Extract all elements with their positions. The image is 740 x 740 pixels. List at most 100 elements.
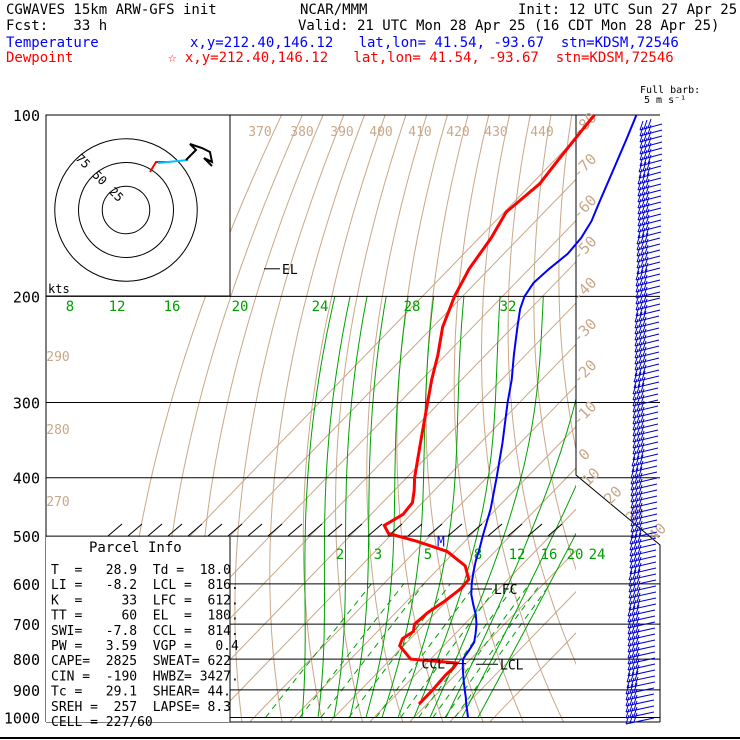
wind-barb-flag	[642, 316, 647, 327]
wind-barb-flag	[630, 510, 635, 521]
wind-barb-staff	[627, 627, 656, 635]
wind-barb-flag	[640, 400, 645, 411]
wind-barb-staff	[639, 141, 663, 149]
wind-barb-flag	[635, 288, 640, 299]
wind-barb-flag	[634, 491, 639, 502]
wind-barb-flag	[639, 454, 644, 465]
wind-barb-flag	[642, 364, 647, 375]
parcel-info-title: Parcel Info	[89, 540, 182, 556]
wind-barb-staff	[630, 495, 658, 503]
isotherm-label: -70	[568, 150, 600, 182]
wind-barb-flag	[633, 533, 638, 544]
wind-barb-flag	[647, 124, 652, 135]
wind-barb-flag	[643, 298, 648, 309]
wind-barb-flag	[635, 282, 640, 293]
hodograph-ring	[78, 162, 174, 258]
wind-barb-flag	[631, 623, 636, 634]
wind-barb-flag	[632, 396, 637, 407]
wind-barb-flag	[643, 268, 648, 279]
wind-barb-flag	[631, 665, 636, 676]
wind-barb-staff	[629, 549, 657, 557]
parcel-info-row: SREH = 257 LAPSE= 8.3	[51, 700, 231, 715]
pressure-tick-label: 100	[13, 107, 40, 125]
wind-barb-staff	[632, 453, 659, 461]
wind-barb-staff	[627, 621, 656, 629]
parcel-info-row: SWI= -7.8 CCL = 814.	[51, 624, 239, 639]
wind-barb-flag	[630, 522, 635, 533]
wind-barb-flag	[634, 324, 639, 335]
wind-barb-flag	[635, 658, 640, 669]
mixing-ratio-label: 24	[589, 547, 606, 563]
mixing-ratio-lines	[265, 583, 551, 718]
mixing-ratio-label: 5	[424, 547, 432, 563]
wind-barb-flag	[641, 227, 646, 238]
wind-barb-flag	[643, 286, 648, 297]
wind-barb-flag	[643, 292, 648, 303]
moist-adiabat-label: 20	[232, 299, 249, 315]
isotherm-line	[208, 343, 576, 722]
wind-barb-staff	[633, 375, 660, 383]
wind-barb-staff	[634, 339, 660, 347]
dry-adiabat-line	[302, 115, 386, 722]
wind-barb-flag	[634, 330, 639, 341]
wind-barb-flag	[632, 581, 637, 592]
pressure-tick-label: 600	[13, 576, 40, 594]
wind-barb-staff	[637, 183, 662, 191]
wind-barb-flag	[636, 401, 641, 412]
wind-barb-flag	[631, 653, 636, 664]
wind-barbs	[625, 118, 663, 725]
wind-barb-flag	[641, 221, 646, 232]
wind-barb-flag	[638, 526, 643, 537]
wind-barb-flag	[632, 384, 637, 395]
wind-barb-flag	[643, 119, 648, 130]
dry-adiabat-line	[269, 115, 365, 722]
wind-barb-flag	[643, 131, 648, 142]
wind-barb-flag	[637, 556, 642, 567]
wind-barb-flag	[636, 252, 641, 263]
wind-barb-flag	[637, 192, 642, 203]
isotherm-label: 10	[578, 464, 604, 490]
wind-barb-staff	[634, 351, 660, 359]
moist-adiabat-line	[445, 396, 576, 718]
theta-label: 280	[46, 423, 69, 438]
wind-barb-staff	[632, 411, 659, 419]
level-hatch-mark	[147, 523, 163, 537]
wind-barb-flag	[633, 694, 638, 705]
wind-barb-flag	[638, 335, 643, 346]
isotherm-line	[408, 549, 576, 722]
wind-barb-flag	[637, 532, 642, 543]
wind-barb-flag	[634, 348, 639, 359]
wind-barb-flag	[640, 245, 645, 256]
wind-barb-flag	[636, 586, 641, 597]
wind-barb-staff	[628, 603, 657, 611]
theta-label: 410	[408, 125, 431, 140]
parcel-info-row: CAPE= 2825 SWEAT= 622	[51, 654, 231, 669]
level-hatch-mark	[447, 523, 463, 537]
wind-barb-flag	[634, 527, 639, 538]
wind-barb-flag	[637, 228, 642, 239]
wind-barb-staff	[633, 381, 660, 389]
wind-barb-staff	[637, 177, 662, 185]
level-marker-label: CCL	[422, 658, 446, 673]
wind-barb-flag	[637, 180, 642, 191]
wind-barb-staff	[631, 459, 658, 467]
barb-legend-units: 5 m s⁻¹	[644, 95, 687, 106]
wind-barb-flag	[645, 202, 650, 213]
wind-barb-flag	[634, 312, 639, 323]
wind-barb-flag	[635, 616, 640, 627]
wind-barb-flag	[637, 562, 642, 573]
wind-barb-flag	[637, 216, 642, 227]
wind-barb-staff	[627, 663, 656, 671]
wind-barb-flag	[643, 304, 648, 315]
wind-barb-flag	[636, 246, 641, 257]
wind-barb-flag	[630, 516, 635, 527]
wind-barb-flag	[634, 467, 639, 478]
wind-barb-flag	[638, 311, 643, 322]
wind-barb-flag	[634, 515, 639, 526]
wind-barb-flag	[640, 418, 645, 429]
dry-adiabat-line	[234, 115, 345, 722]
dry-adiabat-line	[558, 115, 576, 452]
wind-barb-flag	[629, 546, 634, 557]
wind-barb-staff	[625, 711, 655, 719]
wind-barb-staff	[632, 405, 659, 413]
